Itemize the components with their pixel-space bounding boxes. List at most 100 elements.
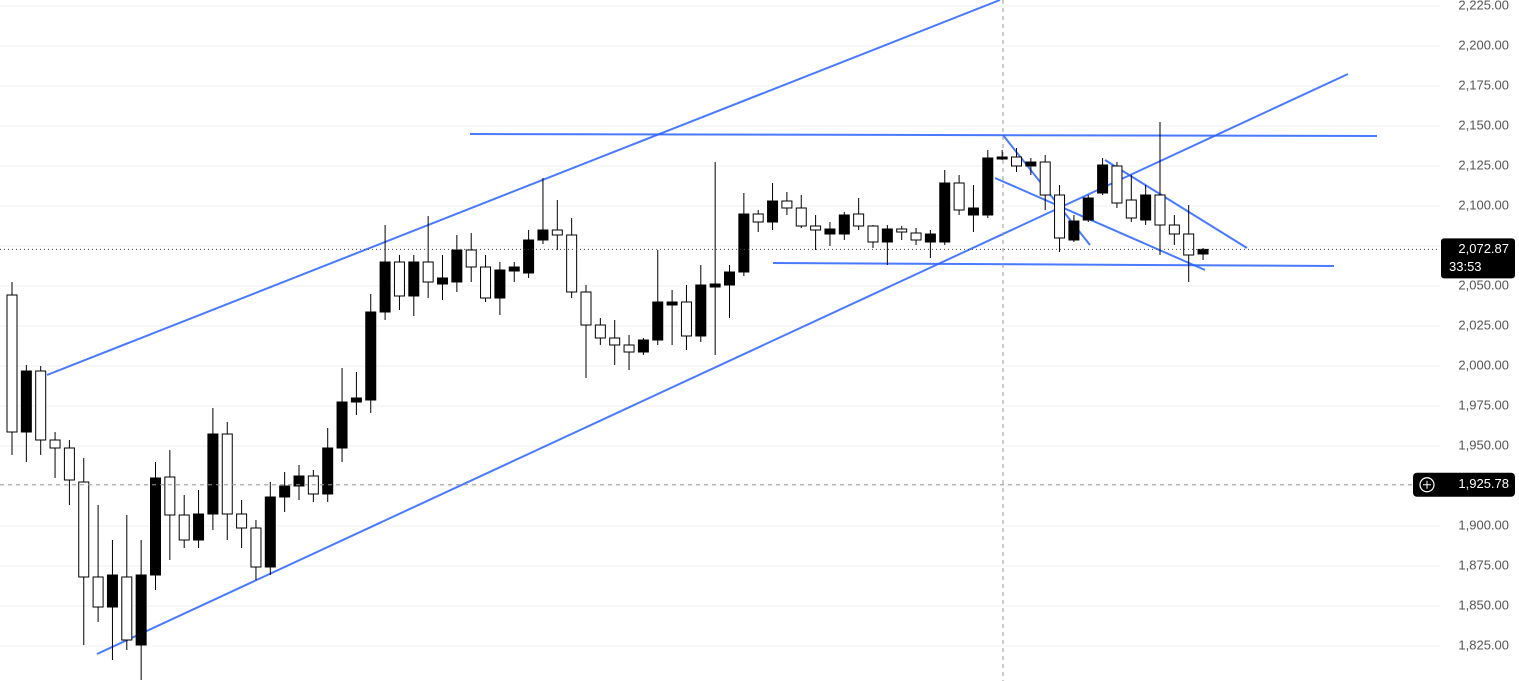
candle-body <box>810 225 822 231</box>
candle-body <box>78 481 90 578</box>
candle-body <box>896 228 908 233</box>
trend-line <box>46 0 1001 376</box>
candle-body <box>924 233 936 243</box>
crosshair-icon <box>1419 477 1435 493</box>
candle-body <box>164 476 176 516</box>
candle-body <box>594 324 606 339</box>
candle-body <box>953 182 965 211</box>
candle-body <box>537 229 549 241</box>
y-tick-label: 1,850.00 <box>1458 597 1509 612</box>
candle-body <box>1197 248 1209 255</box>
candle-body <box>853 213 865 227</box>
y-tick-label: 1,950.00 <box>1458 437 1509 452</box>
candle-body <box>178 514 190 541</box>
trend-line <box>469 133 1378 137</box>
candle-body <box>92 576 104 608</box>
candle-body <box>408 261 420 297</box>
candle-body <box>494 269 506 299</box>
candle-body <box>35 370 47 441</box>
candle-body <box>379 261 391 313</box>
candle-body <box>264 496 276 568</box>
candle-body <box>193 513 205 541</box>
candles <box>6 122 1209 680</box>
candle-body <box>1068 220 1080 241</box>
candle-body <box>480 266 492 299</box>
last-price-box <box>1441 238 1515 279</box>
candle-body <box>781 200 793 209</box>
candle-body <box>623 344 635 353</box>
candle-body <box>322 447 334 495</box>
candle-body <box>982 157 994 216</box>
candle-body <box>867 225 879 243</box>
candle-body <box>939 182 951 243</box>
candle-body <box>523 239 535 274</box>
candle-body <box>49 439 61 449</box>
last-price-label: 2,072.87 <box>1458 241 1509 256</box>
y-tick-label: 2,025.00 <box>1458 317 1509 332</box>
candle-body <box>135 574 147 646</box>
y-tick-label: 2,225.00 <box>1458 0 1509 12</box>
candle-body <box>996 156 1008 160</box>
y-tick-label: 2,175.00 <box>1458 77 1509 92</box>
candle-body <box>881 228 893 243</box>
trend-line <box>772 262 1335 267</box>
crosshair-box <box>1413 472 1515 497</box>
candle-body <box>695 284 707 337</box>
candle-body <box>566 234 578 293</box>
trend-line <box>96 73 1349 655</box>
candle-body <box>824 228 836 235</box>
candle-body <box>150 477 161 576</box>
candle-body <box>1097 164 1109 194</box>
y-tick-label: 2,050.00 <box>1458 277 1509 292</box>
candle-body <box>580 291 592 326</box>
candle-body <box>752 213 764 223</box>
candle-body <box>1154 194 1166 226</box>
candle-body <box>1140 194 1152 221</box>
candle-body <box>1039 161 1051 196</box>
candle-body <box>652 301 664 341</box>
y-tick-label: 2,200.00 <box>1458 37 1509 52</box>
candle-body <box>508 266 520 272</box>
candle-body <box>63 447 75 481</box>
candle-body <box>1011 156 1022 167</box>
y-tick-label: 2,125.00 <box>1458 157 1509 172</box>
y-tick-label: 1,975.00 <box>1458 397 1509 412</box>
candle-body <box>724 271 735 286</box>
candle-body <box>279 485 291 498</box>
candle-body <box>666 301 678 306</box>
y-tick-label: 1,825.00 <box>1458 637 1509 652</box>
countdown-label: 33:53 <box>1449 259 1482 274</box>
candle-body <box>350 397 362 403</box>
candle-body <box>336 401 348 449</box>
y-tick-label: 1,900.00 <box>1458 517 1509 532</box>
candle-body <box>465 249 477 268</box>
candle-body <box>1111 165 1123 204</box>
candle-body <box>680 301 692 337</box>
y-tick-label: 2,000.00 <box>1458 357 1509 372</box>
candle-body <box>1125 199 1137 219</box>
candle-body <box>1025 161 1037 167</box>
candle-body <box>1054 194 1066 239</box>
y-tick-label: 2,100.00 <box>1458 197 1509 212</box>
candle-body <box>637 339 649 353</box>
candle-body <box>121 576 133 641</box>
candle-body <box>1183 233 1195 256</box>
trend-line <box>1104 159 1248 249</box>
trend-lines <box>46 0 1378 655</box>
candle-body <box>250 527 262 568</box>
candle-body <box>20 370 32 433</box>
crosshair-label: 1,925.78 <box>1458 476 1509 491</box>
candle-body <box>106 574 118 608</box>
candle-body <box>422 261 434 283</box>
trend-line <box>994 177 1206 271</box>
candle-body <box>738 213 750 273</box>
candle-body <box>967 207 979 216</box>
candle-body <box>795 207 807 227</box>
candle-body <box>451 249 463 283</box>
candle-body <box>293 475 305 487</box>
candle-body <box>709 283 721 288</box>
y-tick-label: 1,875.00 <box>1458 557 1509 572</box>
candle-body <box>6 294 18 433</box>
y-tick-label: 2,150.00 <box>1458 117 1509 132</box>
